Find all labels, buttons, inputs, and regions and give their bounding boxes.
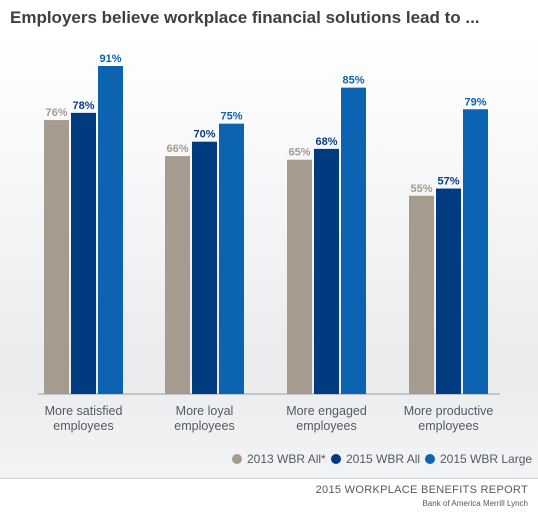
category-label: More loyal bbox=[176, 404, 234, 418]
data-label: 68% bbox=[315, 136, 337, 148]
legend-swatch-2015-large bbox=[425, 454, 435, 464]
bar bbox=[341, 87, 366, 394]
report-source: Bank of America Merrill Lynch bbox=[422, 499, 528, 508]
bar bbox=[287, 159, 312, 394]
data-label: 91% bbox=[99, 53, 121, 65]
chart-title: Employers believe workplace financial so… bbox=[10, 8, 480, 27]
bar bbox=[98, 66, 123, 394]
legend-item-2015-all: 2015 WBR All bbox=[331, 452, 420, 466]
category-label: More productive bbox=[404, 404, 494, 418]
legend-label-2013-all: 2013 WBR All* bbox=[247, 452, 326, 466]
bar bbox=[165, 156, 190, 394]
report-name: 2015 WORKPLACE BENEFITS REPORT bbox=[315, 484, 528, 496]
legend-label-2015-large: 2015 WBR Large bbox=[440, 452, 533, 466]
category-label: employees bbox=[53, 419, 113, 433]
bar bbox=[219, 123, 244, 395]
data-label: 66% bbox=[166, 143, 188, 155]
category-label: employees bbox=[418, 419, 478, 433]
category-label: More satisfied bbox=[45, 404, 123, 418]
data-label: 75% bbox=[220, 111, 242, 123]
bar bbox=[463, 109, 488, 394]
bar bbox=[314, 148, 339, 394]
data-label: 70% bbox=[193, 129, 215, 141]
category-label: More engaged bbox=[286, 404, 367, 418]
data-label: 76% bbox=[45, 107, 67, 119]
data-label: 57% bbox=[437, 176, 459, 188]
legend-item-2013-all: 2013 WBR All* bbox=[232, 452, 326, 466]
legend-swatch-2013-all bbox=[232, 454, 242, 464]
data-label: 55% bbox=[410, 183, 432, 195]
bar bbox=[71, 112, 96, 394]
bar bbox=[44, 120, 69, 395]
data-label: 79% bbox=[464, 96, 486, 108]
data-label: 85% bbox=[342, 75, 364, 87]
bar bbox=[436, 188, 461, 394]
category-label: employees bbox=[174, 419, 234, 433]
category-label: employees bbox=[296, 419, 356, 433]
data-label: 65% bbox=[288, 147, 310, 159]
bar bbox=[192, 141, 217, 394]
bar bbox=[409, 195, 434, 394]
data-label: 78% bbox=[72, 100, 94, 112]
footer-divider bbox=[0, 478, 538, 479]
bar-chart: 76%78%91%More satisfiedemployees66%70%75… bbox=[38, 53, 500, 433]
legend-swatch-2015-all bbox=[331, 454, 341, 464]
legend-item-2015-large: 2015 WBR Large bbox=[425, 452, 532, 466]
legend-label-2015-all: 2015 WBR All bbox=[346, 452, 421, 466]
